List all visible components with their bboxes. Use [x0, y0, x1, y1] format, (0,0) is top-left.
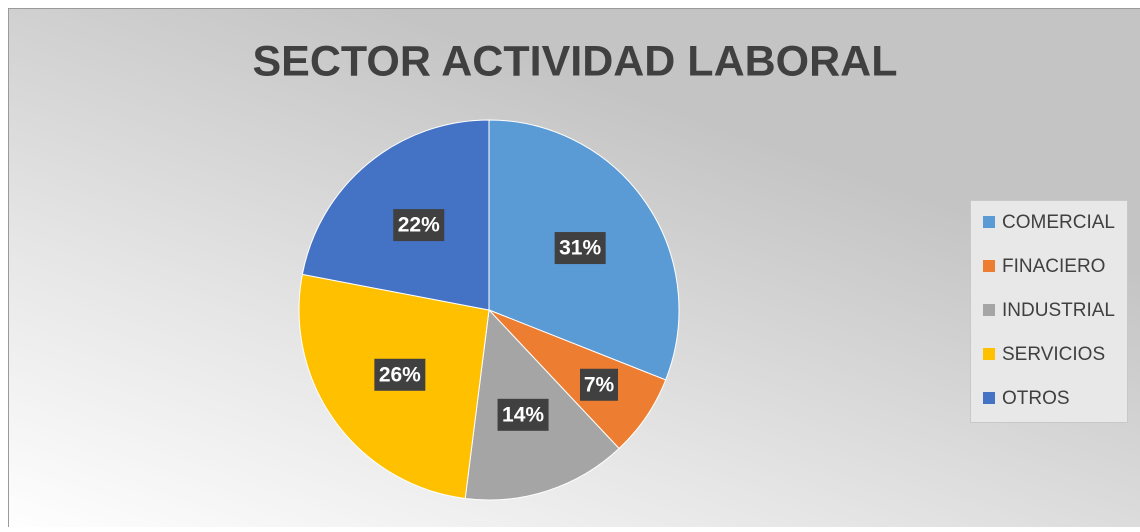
legend-swatch: [983, 348, 995, 360]
chart-title: SECTOR ACTIVIDAD LABORAL: [253, 37, 898, 85]
legend-swatch: [983, 216, 995, 228]
legend-label: FINACIERO: [1002, 256, 1105, 277]
legend-label: COMERCIAL: [1002, 212, 1115, 233]
data-label: 22%: [398, 214, 440, 237]
legend-swatch: [983, 260, 995, 272]
legend-swatch: [983, 304, 995, 316]
legend-label: SERVICIOS: [1002, 344, 1105, 365]
legend-label: INDUSTRIAL: [1002, 300, 1115, 321]
legend-label: OTROS: [1002, 388, 1070, 409]
data-label: 26%: [379, 363, 421, 386]
data-label: 31%: [559, 237, 601, 260]
data-label: 14%: [502, 403, 544, 426]
data-label: 7%: [584, 373, 615, 396]
legend-swatch: [983, 392, 995, 404]
